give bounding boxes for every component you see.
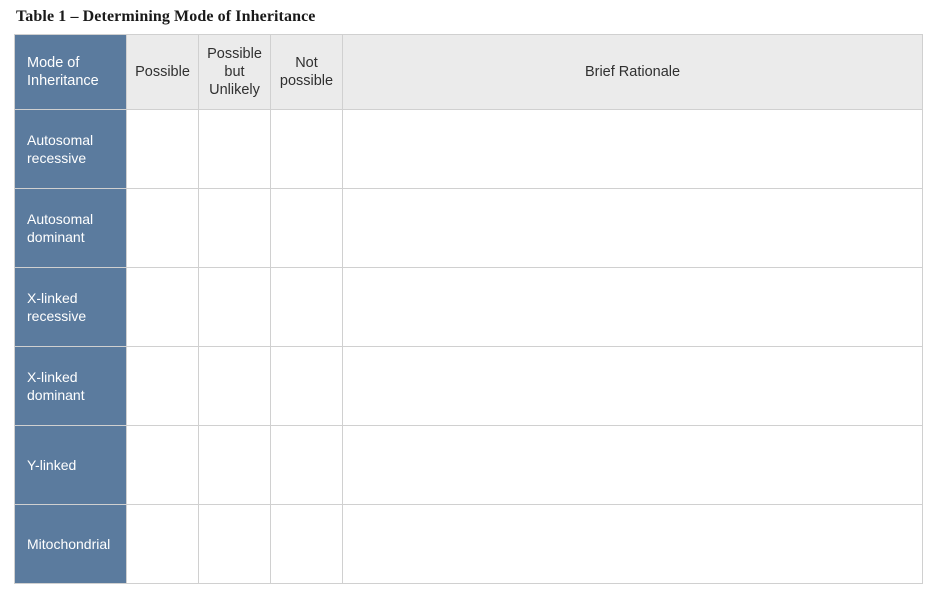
cell-possible bbox=[127, 268, 199, 347]
col-header-pu-l2: but bbox=[224, 64, 244, 80]
table-row: X-linked dominant bbox=[15, 347, 923, 426]
mode-cell: Y-linked bbox=[15, 426, 127, 505]
table-body: Autosomal recessive Autosomal dominant bbox=[15, 110, 923, 584]
cell-not-possible bbox=[271, 268, 343, 347]
cell-possible-unlikely bbox=[199, 189, 271, 268]
mode-label-l1: X-linked bbox=[27, 369, 78, 385]
cell-not-possible bbox=[271, 347, 343, 426]
mode-cell: Mitochondrial bbox=[15, 505, 127, 584]
cell-possible-unlikely bbox=[199, 426, 271, 505]
col-header-mode-l1: Mode of bbox=[27, 55, 79, 71]
mode-label-l1: Y-linked bbox=[27, 457, 76, 473]
page: Table 1 – Determining Mode of Inheritanc… bbox=[0, 0, 935, 608]
cell-possible-unlikely bbox=[199, 347, 271, 426]
mode-cell: Autosomal recessive bbox=[15, 110, 127, 189]
cell-rationale bbox=[343, 189, 923, 268]
col-header-possible-unlikely: Possible but Unlikely bbox=[199, 35, 271, 110]
cell-rationale bbox=[343, 268, 923, 347]
col-header-mode: Mode of Inheritance bbox=[15, 35, 127, 110]
table-header-row: Mode of Inheritance Possible Possible bu… bbox=[15, 35, 923, 110]
cell-rationale bbox=[343, 110, 923, 189]
cell-possible bbox=[127, 347, 199, 426]
mode-label-l2: recessive bbox=[27, 150, 86, 166]
cell-not-possible bbox=[271, 505, 343, 584]
col-header-not-possible: Not possible bbox=[271, 35, 343, 110]
col-header-possible: Possible bbox=[127, 35, 199, 110]
mode-cell: X-linked dominant bbox=[15, 347, 127, 426]
cell-possible bbox=[127, 110, 199, 189]
mode-label-l1: Autosomal bbox=[27, 132, 93, 148]
mode-label-l2: recessive bbox=[27, 308, 86, 324]
table-title: Table 1 – Determining Mode of Inheritanc… bbox=[16, 8, 921, 26]
col-header-rationale: Brief Rationale bbox=[343, 35, 923, 110]
col-header-np-l2: possible bbox=[280, 73, 333, 89]
cell-possible bbox=[127, 189, 199, 268]
mode-cell: Autosomal dominant bbox=[15, 189, 127, 268]
mode-label-l1: Autosomal bbox=[27, 211, 93, 227]
cell-possible bbox=[127, 505, 199, 584]
cell-possible-unlikely bbox=[199, 110, 271, 189]
cell-rationale bbox=[343, 347, 923, 426]
inheritance-table: Mode of Inheritance Possible Possible bu… bbox=[14, 34, 923, 584]
col-header-mode-l2: Inheritance bbox=[27, 73, 99, 89]
mode-label-l2: dominant bbox=[27, 387, 85, 403]
mode-label-l1: Mitochondrial bbox=[27, 536, 110, 552]
table-row: Mitochondrial bbox=[15, 505, 923, 584]
mode-label-l1: X-linked bbox=[27, 290, 78, 306]
mode-cell: X-linked recessive bbox=[15, 268, 127, 347]
cell-not-possible bbox=[271, 110, 343, 189]
col-header-np-l1: Not bbox=[295, 55, 318, 71]
cell-rationale bbox=[343, 505, 923, 584]
table-row: Autosomal recessive bbox=[15, 110, 923, 189]
cell-possible-unlikely bbox=[199, 505, 271, 584]
col-header-pu-l3: Unlikely bbox=[209, 82, 260, 98]
table-row: X-linked recessive bbox=[15, 268, 923, 347]
mode-label-l2: dominant bbox=[27, 229, 85, 245]
cell-not-possible bbox=[271, 426, 343, 505]
cell-possible bbox=[127, 426, 199, 505]
cell-rationale bbox=[343, 426, 923, 505]
table-title-text: Determining Mode of Inheritance bbox=[83, 8, 316, 25]
table-title-prefix: Table 1 – bbox=[16, 8, 83, 25]
table-row: Y-linked bbox=[15, 426, 923, 505]
cell-not-possible bbox=[271, 189, 343, 268]
col-header-pu-l1: Possible bbox=[207, 46, 262, 62]
table-row: Autosomal dominant bbox=[15, 189, 923, 268]
cell-possible-unlikely bbox=[199, 268, 271, 347]
